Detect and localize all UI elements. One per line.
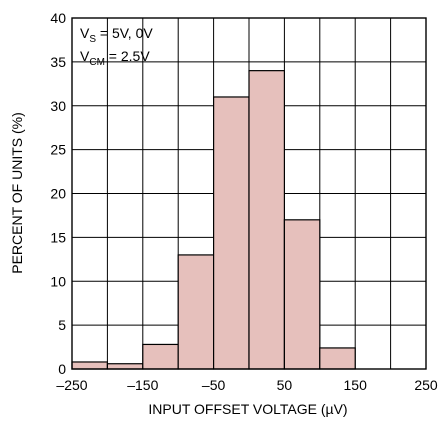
histogram-bar <box>248 70 286 370</box>
histogram-bar <box>106 363 144 370</box>
y-tick-label: 20 <box>50 186 66 202</box>
y-tick-label: 30 <box>50 98 66 114</box>
plot-frame <box>71 17 427 370</box>
annotation-line-2: VCM = 2.5V <box>80 48 150 68</box>
histogram-bar <box>177 254 215 370</box>
x-tick-label: –250 <box>56 377 87 393</box>
histogram-bar <box>319 347 356 370</box>
x-tick-label: –50 <box>202 377 226 393</box>
x-axis-label: INPUT OFFSET VOLTAGE (µV) <box>148 401 347 417</box>
annotation-line-1: VS = 5V, 0V <box>80 25 153 45</box>
y-axis-label: PERCENT OF UNITS (%) <box>9 112 25 274</box>
histogram-bar <box>283 219 321 370</box>
histogram-bar <box>71 361 109 370</box>
x-tick-label: 250 <box>414 377 438 393</box>
condition-annotation: VS = 5V, 0V VCM = 2.5V <box>80 25 153 68</box>
y-tick-label: 10 <box>50 273 66 289</box>
x-tick-label: 150 <box>344 377 368 393</box>
x-tick-labels: –250 –150 –50 50 150 250 <box>56 377 437 393</box>
y-tick-label: 15 <box>50 229 66 245</box>
y-tick-label: 35 <box>50 54 66 70</box>
y-tick-label: 5 <box>58 317 66 333</box>
x-tick-label: –150 <box>127 377 158 393</box>
y-tick-labels: 0 5 10 15 20 25 30 35 40 <box>50 10 66 377</box>
y-tick-label: 25 <box>50 142 66 158</box>
bar-layer <box>71 70 356 370</box>
y-tick-label: 40 <box>50 10 66 26</box>
histogram-bar <box>142 343 179 370</box>
y-tick-label: 0 <box>58 361 66 377</box>
histogram-bar <box>213 96 250 370</box>
x-tick-label: 50 <box>277 377 293 393</box>
